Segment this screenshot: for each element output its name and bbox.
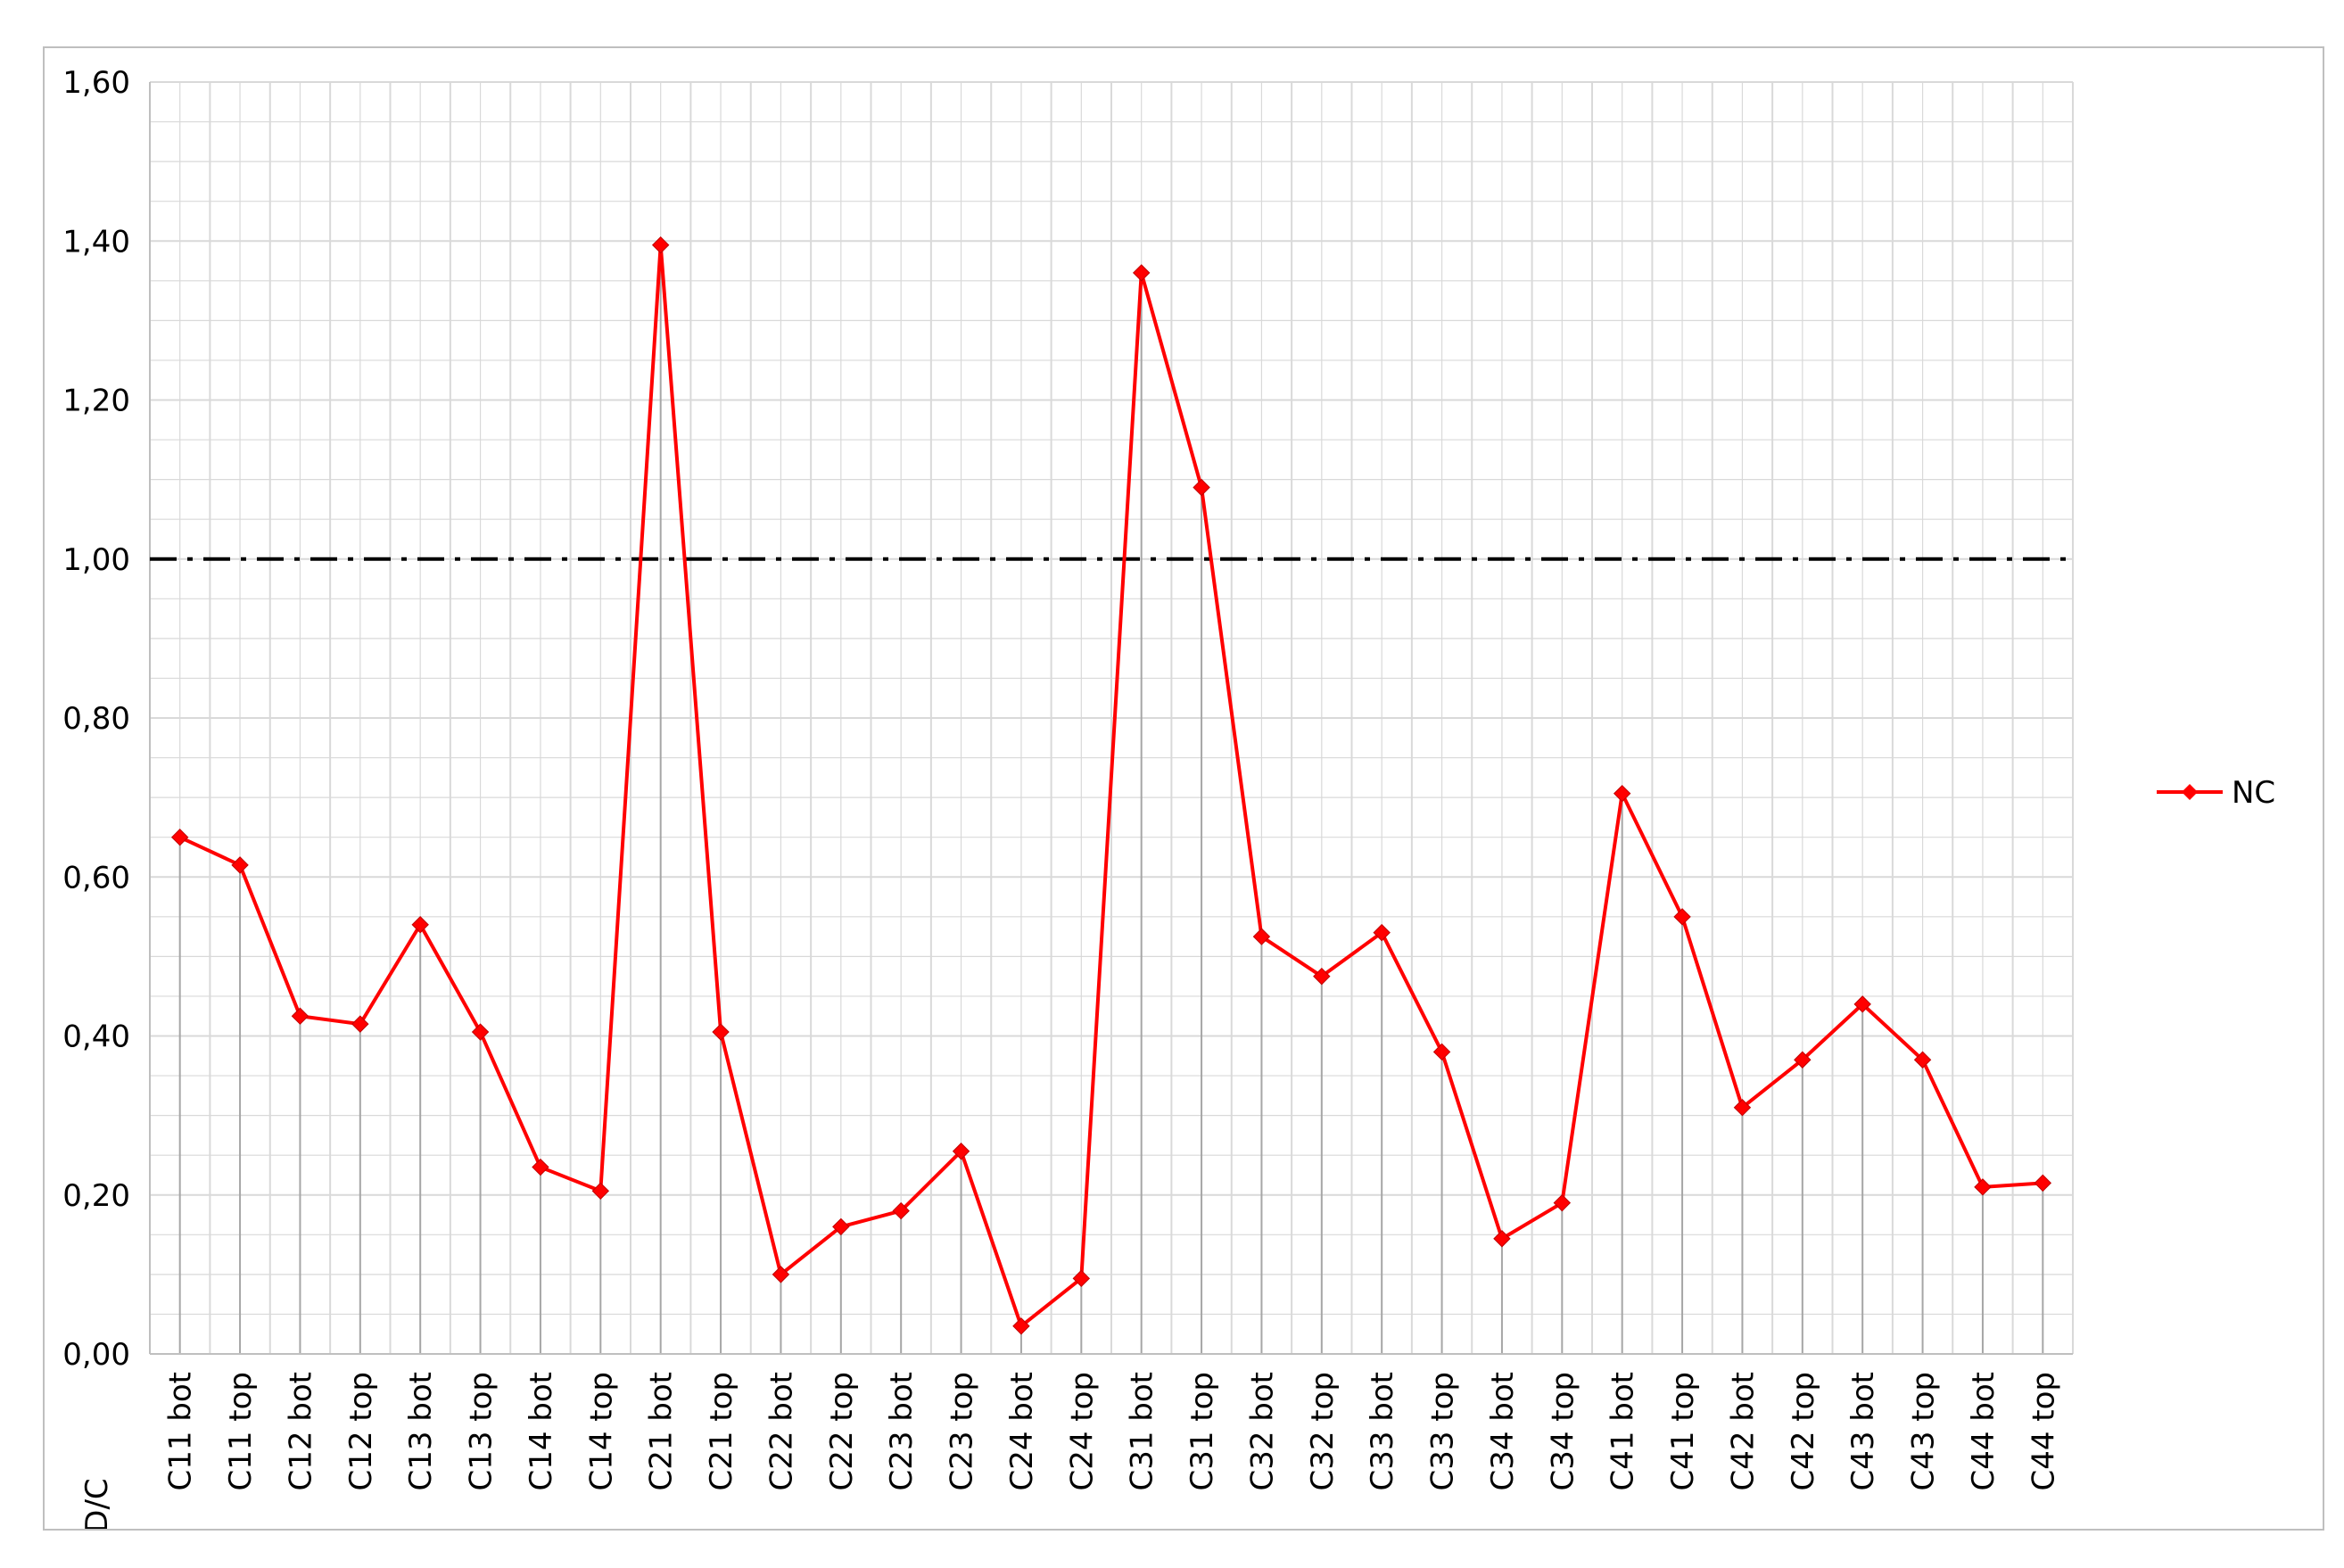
x-tick-label: C14 top xyxy=(583,1372,619,1491)
data-point xyxy=(1432,1043,1451,1061)
data-point xyxy=(1853,995,1871,1013)
x-tick-label: C11 bot xyxy=(163,1372,199,1491)
data-point xyxy=(1373,923,1391,942)
x-tick-label: C13 bot xyxy=(403,1372,439,1491)
data-point xyxy=(1974,1178,1992,1196)
data-point xyxy=(1012,1317,1030,1335)
x-tick-label: C23 bot xyxy=(884,1372,920,1491)
data-point xyxy=(892,1201,910,1220)
data-point xyxy=(1252,928,1271,945)
data-point xyxy=(170,828,189,846)
tick-labels: 0,00 0,20 0,40 0,60 0,80 1,00 1,20 1,40 1,60 C11 … xyxy=(62,65,2061,1529)
x-tick-label: C24 bot xyxy=(1004,1372,1040,1491)
data-point xyxy=(2034,1174,2052,1193)
x-tick-label: C41 bot xyxy=(1605,1372,1641,1491)
grid xyxy=(149,81,2074,1355)
x-tick-label: C12 top xyxy=(343,1372,379,1491)
x-tick-label: C23 top xyxy=(945,1372,980,1491)
x-tick-label: C31 top xyxy=(1184,1372,1220,1491)
x-tick-label: C32 top xyxy=(1305,1372,1341,1491)
data-point xyxy=(1132,264,1151,282)
x-tick-label: C24 top xyxy=(1064,1372,1100,1491)
x-tick-label: C11 top xyxy=(223,1372,259,1491)
data-point xyxy=(1072,1269,1091,1288)
x-tick-label: C32 bot xyxy=(1244,1372,1280,1491)
data-point xyxy=(1613,784,1631,803)
legend-label: NC xyxy=(2232,775,2275,811)
y-tick-label: 0,00 xyxy=(62,1337,130,1373)
data-point xyxy=(651,235,670,254)
drop-lines xyxy=(178,244,2044,1354)
data-point xyxy=(411,916,429,934)
data-point xyxy=(291,1007,310,1025)
x-tick-label: C34 bot xyxy=(1485,1372,1521,1491)
x-tick-label: C34 top xyxy=(1545,1372,1581,1491)
y-tick-label: 0,60 xyxy=(62,860,130,895)
data-point xyxy=(591,1182,610,1201)
x-tick-label: C13 top xyxy=(464,1372,499,1491)
x-tick-label: C33 bot xyxy=(1365,1372,1400,1491)
x-tick-label: C22 bot xyxy=(763,1372,799,1491)
legend-marker xyxy=(2182,784,2198,800)
series-line xyxy=(178,243,2043,1328)
y-tick-label: 1,60 xyxy=(62,65,130,101)
x-tick-label: C21 top xyxy=(704,1372,739,1491)
x-tick-label: C44 bot xyxy=(1966,1372,2001,1491)
data-point xyxy=(351,1015,369,1033)
data-point xyxy=(1794,1051,1812,1069)
y-tick-label: 1,20 xyxy=(62,384,130,419)
data-point xyxy=(1313,967,1331,986)
y-axis-label: D/C xyxy=(79,1478,115,1529)
x-tick-label: C42 top xyxy=(1786,1372,1821,1491)
x-tick-label: C14 bot xyxy=(524,1372,559,1491)
data-point xyxy=(1733,1099,1752,1117)
x-tick-label: C33 top xyxy=(1425,1372,1461,1491)
data-point xyxy=(712,1023,730,1041)
data-point xyxy=(952,1143,970,1160)
x-tick-label: C43 top xyxy=(1906,1372,1942,1491)
chart-frame: 0,00 0,20 0,40 0,60 0,80 1,00 1,20 1,40 1,60 C11 … xyxy=(43,46,2324,1531)
x-tick-label: C21 bot xyxy=(644,1372,680,1491)
x-tick-label: C42 bot xyxy=(1725,1372,1761,1491)
y-tick-label: 1,40 xyxy=(62,224,130,260)
line-chart: 0,00 0,20 0,40 0,60 0,80 1,00 1,20 1,40 1,60 C11 … xyxy=(62,65,2275,1529)
y-tick-label: 0,40 xyxy=(62,1019,130,1055)
data-point xyxy=(231,856,249,874)
data-point xyxy=(1193,478,1210,497)
y-tick-label: 1,00 xyxy=(62,542,130,578)
x-tick-label: C22 top xyxy=(824,1372,860,1491)
data-point xyxy=(532,1158,549,1176)
x-tick-label: C44 top xyxy=(2026,1372,2061,1491)
y-tick-label: 0,20 xyxy=(62,1178,130,1214)
series-group xyxy=(170,235,2052,1335)
data-point xyxy=(1673,908,1691,926)
x-tick-label: C41 top xyxy=(1665,1372,1701,1491)
x-tick-label: C43 bot xyxy=(1845,1372,1881,1491)
data-point xyxy=(1913,1051,1932,1069)
data-point xyxy=(471,1023,490,1041)
y-tick-label: 0,80 xyxy=(62,701,130,737)
data-point xyxy=(1553,1193,1572,1212)
axes xyxy=(149,82,2073,1355)
x-tick-label: C31 bot xyxy=(1125,1372,1160,1491)
data-point xyxy=(832,1217,850,1236)
data-point xyxy=(1493,1230,1511,1248)
x-tick-label: C12 bot xyxy=(283,1372,318,1491)
data-point xyxy=(772,1266,790,1283)
legend: NC xyxy=(2157,775,2275,811)
